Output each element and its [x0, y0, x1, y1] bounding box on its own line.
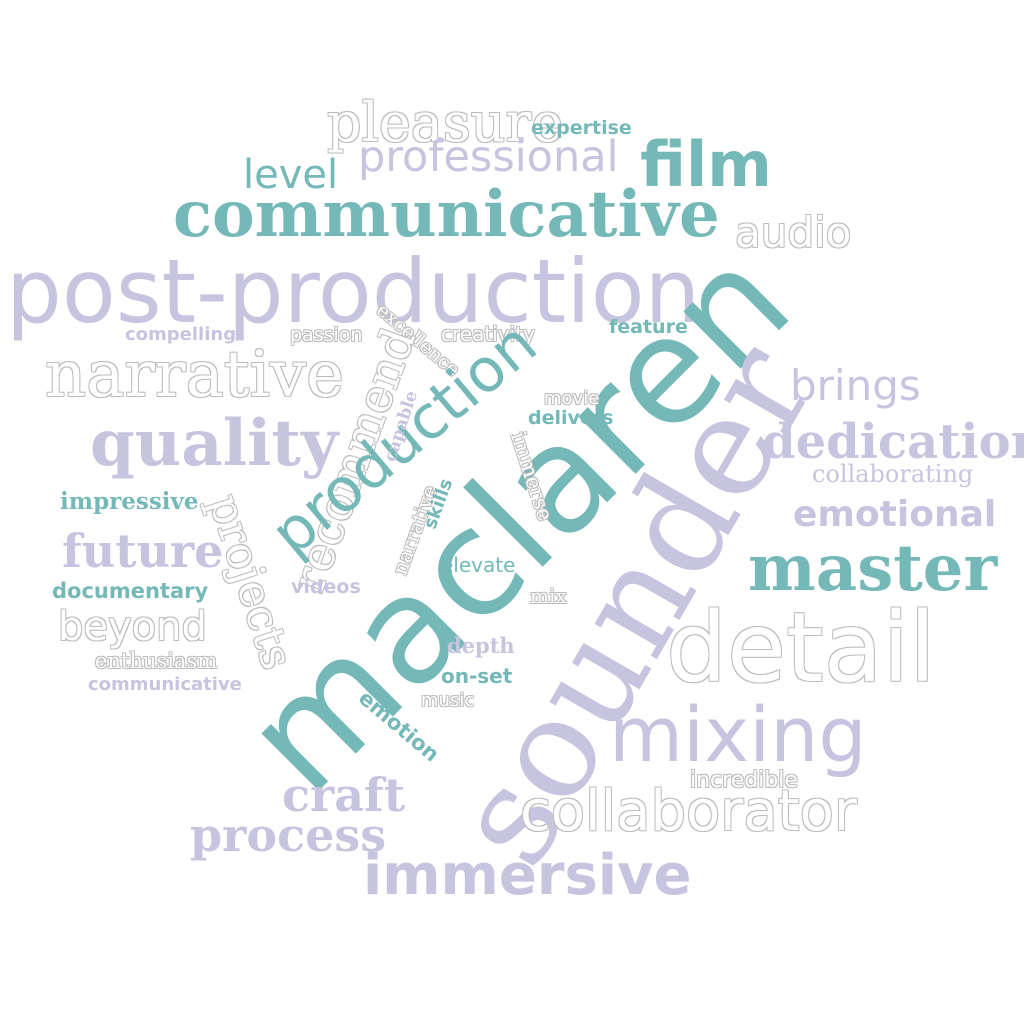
word-impressive: impressive: [60, 488, 199, 515]
word-pleasure: pleasure: [327, 91, 564, 154]
word-level: level: [243, 152, 339, 198]
word-collaborating: collaborating: [812, 460, 974, 488]
word-craft: craft: [282, 768, 406, 822]
word-documentary: documentary: [52, 579, 209, 603]
word-movie: movie: [544, 388, 600, 409]
word-mix: mix: [530, 584, 567, 608]
word-delivers: delivers: [528, 407, 614, 429]
word-elevate: elevate: [441, 553, 516, 577]
word-immersive: immersive: [363, 843, 692, 908]
word-creativity: creativity: [441, 322, 535, 346]
word-process: process: [190, 808, 387, 862]
word-beyond: beyond: [58, 604, 207, 650]
word-narrative: narrative: [45, 338, 344, 412]
word-passion: passion: [290, 324, 363, 346]
word-on-set: on-set: [441, 664, 513, 688]
word-depth: depth: [447, 633, 515, 658]
word-feature: feature: [609, 316, 688, 338]
word-audio: audio: [735, 208, 852, 257]
word-post-production: post-production: [6, 240, 701, 343]
word-professional: professional: [358, 132, 619, 182]
word-incredible: incredible: [690, 768, 798, 793]
word-emotional: emotional: [793, 494, 997, 535]
word-mixing: mixing: [609, 690, 867, 779]
word-master: master: [748, 531, 998, 606]
word-communicative-small: communicative: [88, 674, 242, 695]
word-quality: quality: [90, 406, 339, 481]
word-collaborator: collaborator: [520, 779, 857, 844]
word-dedication: dedication: [762, 414, 1024, 470]
word-brings: brings: [790, 361, 921, 410]
word-music: music: [421, 690, 475, 711]
word-expertise: expertise: [531, 117, 632, 139]
word-compelling: compelling: [125, 324, 237, 345]
word-detail: detail: [666, 592, 936, 704]
word-future: future: [62, 524, 224, 578]
word-enthusiasm: enthusiasm: [95, 649, 218, 673]
word-communicative: communicative: [173, 177, 720, 252]
word-film: film: [640, 128, 772, 201]
word-videos: videos: [291, 576, 361, 598]
